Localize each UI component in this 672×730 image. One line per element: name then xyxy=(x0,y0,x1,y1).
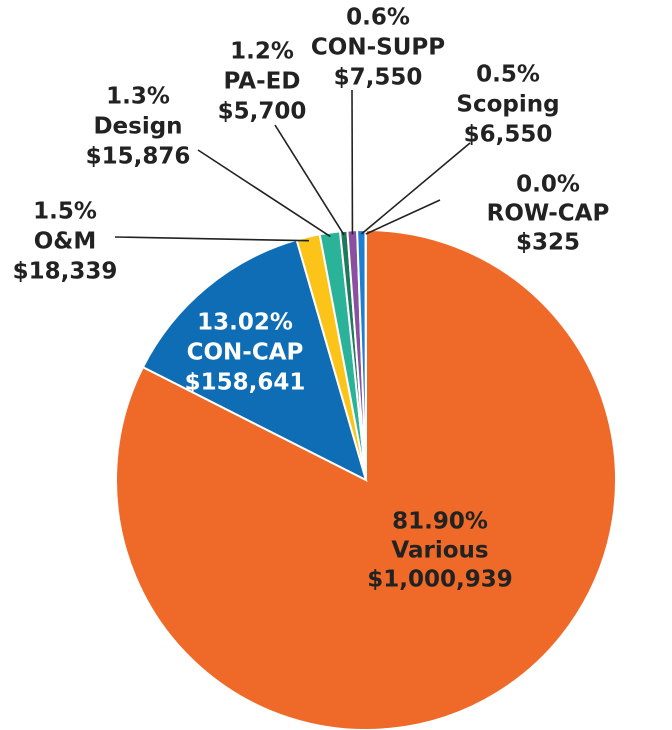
percent-label: 13.02% xyxy=(197,310,293,336)
leader-line xyxy=(114,236,310,242)
pie-slice xyxy=(141,238,368,482)
value-label: $325 xyxy=(516,230,580,256)
percent-label: 1.2% xyxy=(230,39,294,65)
category-label: Design xyxy=(93,114,182,140)
value-label: $5,700 xyxy=(218,99,307,125)
category-label: Various xyxy=(391,538,488,564)
category-label: ROW-CAP xyxy=(487,201,610,227)
leader-line xyxy=(360,142,471,235)
value-label: $7,550 xyxy=(334,65,423,91)
percent-label: 1.5% xyxy=(33,199,97,225)
category-label: PA-ED xyxy=(224,69,301,95)
value-label: $18,339 xyxy=(13,259,118,285)
category-label: O&M xyxy=(34,229,97,255)
leader-line xyxy=(274,124,345,236)
leader-line xyxy=(365,199,441,235)
value-label: $15,876 xyxy=(86,144,191,170)
percent-label: 0.6% xyxy=(346,5,410,31)
percent-label: 0.0% xyxy=(516,172,580,198)
category-label: CON-SUPP xyxy=(311,35,445,61)
percent-label: 81.90% xyxy=(392,509,488,535)
category-label: Scoping xyxy=(456,92,559,118)
value-label: $6,550 xyxy=(464,122,553,148)
category-label: CON-CAP xyxy=(187,340,304,366)
value-label: $158,641 xyxy=(185,370,306,396)
percent-label: 0.5% xyxy=(476,62,540,88)
value-label: $1,000,939 xyxy=(367,567,513,593)
leader-line xyxy=(197,149,331,238)
percent-label: 1.3% xyxy=(106,84,170,110)
